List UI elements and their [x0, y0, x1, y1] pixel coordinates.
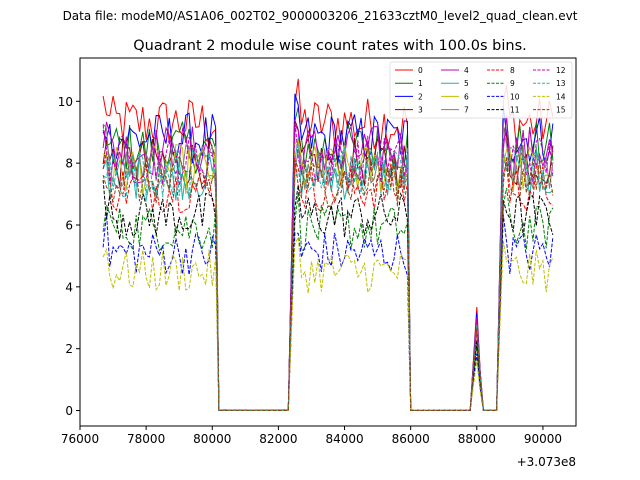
- x-axis: 76000 78000 80000 82000 84000 86000 88000 90000: [61, 426, 562, 446]
- y-tick-label: 0: [65, 404, 73, 418]
- y-tick-label: 10: [58, 95, 73, 109]
- legend-label-10: 10: [510, 92, 520, 101]
- y-axis: 0 2 4 6 8 10: [58, 95, 80, 418]
- legend-label-7: 7: [464, 106, 469, 115]
- x-offset-label: +3.073e8: [517, 455, 576, 469]
- y-tick-label: 2: [65, 342, 73, 356]
- legend-label-8: 8: [510, 66, 515, 75]
- legend-label-4: 4: [464, 66, 469, 75]
- series-layer: [102, 78, 554, 412]
- chart-title: Quadrant 2 module wise count rates with …: [133, 38, 527, 54]
- legend-label-9: 9: [510, 79, 515, 88]
- y-tick-label: 6: [65, 218, 73, 232]
- legend-label-12: 12: [556, 66, 566, 75]
- legend-label-0: 0: [418, 66, 423, 75]
- legend-label-15: 15: [556, 106, 566, 115]
- legend-label-13: 13: [556, 79, 566, 88]
- legend-label-1: 1: [418, 79, 423, 88]
- legend-label-5: 5: [464, 79, 469, 88]
- figure-suptitle: Data file: modeM0/AS1A06_002T02_90000032…: [63, 9, 578, 23]
- legend-label-11: 11: [510, 106, 520, 115]
- x-tick-label: 76000: [61, 432, 99, 446]
- x-tick-label: 90000: [524, 432, 562, 446]
- legend-label-14: 14: [556, 92, 566, 101]
- x-tick-label: 88000: [458, 432, 496, 446]
- x-tick-label: 80000: [193, 432, 231, 446]
- series-line-14: [102, 236, 554, 412]
- legend-label-6: 6: [464, 92, 469, 101]
- y-tick-label: 4: [65, 280, 73, 294]
- axes-frame: [79, 57, 577, 427]
- x-tick-label: 82000: [259, 432, 297, 446]
- plot-area: [102, 78, 554, 412]
- x-tick-label: 84000: [325, 432, 363, 446]
- legend-label-3: 3: [418, 106, 423, 115]
- series-line-15: [102, 155, 554, 412]
- y-tick-label: 8: [65, 157, 73, 171]
- legend-label-2: 2: [418, 92, 423, 101]
- x-tick-label: 86000: [392, 432, 430, 446]
- legend-frame: [389, 61, 573, 119]
- x-tick-label: 78000: [127, 432, 165, 446]
